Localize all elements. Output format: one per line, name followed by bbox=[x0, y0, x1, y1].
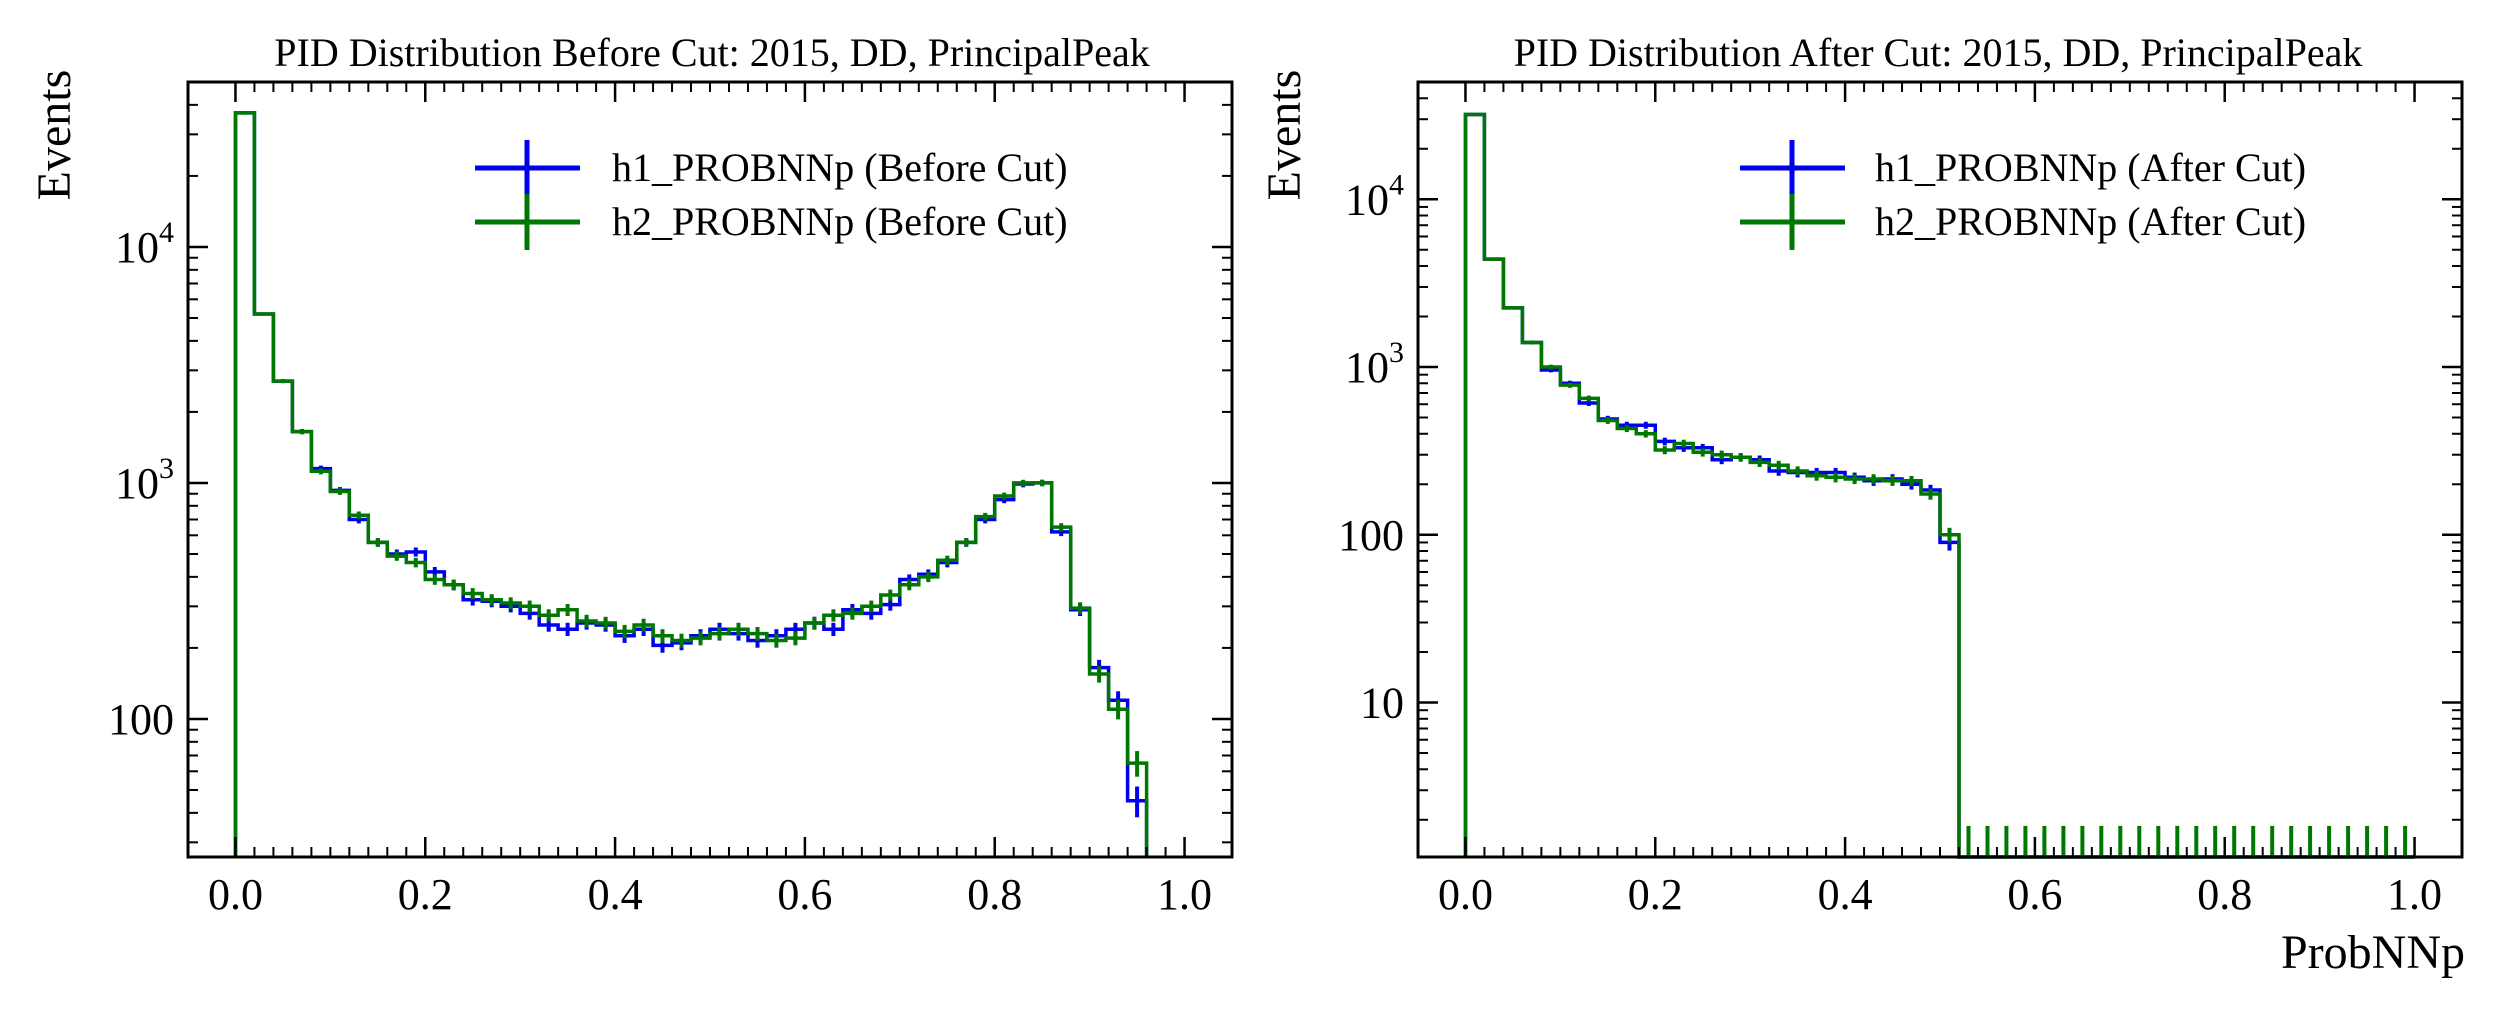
left-axis-ticks: 0.0 0.2 0.4 0.6 0.8 1.0 100 103 104 bbox=[108, 81, 1232, 919]
left-xtick-label-4: 0.8 bbox=[967, 870, 1022, 919]
left-ytick-label-2: 104 bbox=[115, 216, 174, 272]
right-xtick-label-4: 0.8 bbox=[2197, 870, 2252, 919]
right-x-axis-label: ProbNNp bbox=[2281, 926, 2465, 979]
right-legend-h1-label: h1_PROBNNp (After Cut) bbox=[1875, 145, 2306, 190]
left-ytick-label-0: 100 bbox=[108, 695, 174, 744]
right-y-axis-label: Events bbox=[1258, 70, 1311, 201]
right-xtick-label-1: 0.2 bbox=[1628, 870, 1683, 919]
left-xtick-label-5: 1.0 bbox=[1157, 870, 1212, 919]
left-y-axis-label: Events bbox=[28, 70, 81, 201]
left-legend-entry-h2: h2_PROBNNp (Before Cut) bbox=[475, 194, 1068, 250]
right-xtick-label-3: 0.6 bbox=[2007, 870, 2062, 919]
left-xtick-label-2: 0.4 bbox=[588, 870, 643, 919]
right-xtick-label-2: 0.4 bbox=[1818, 870, 1873, 919]
left-chart-title: PID Distribution Before Cut: 2015, DD, P… bbox=[274, 30, 1149, 75]
right-ytick-label-3: 104 bbox=[1345, 168, 1404, 224]
left-series-2-step bbox=[233, 111, 1149, 857]
right-ytick-label-2: 103 bbox=[1345, 336, 1404, 392]
left-series-layer bbox=[233, 111, 1149, 857]
right-plot-frame bbox=[1416, 80, 2464, 859]
right-ytick-label-1: 100 bbox=[1338, 511, 1404, 560]
right-axis-ticks: 0.0 0.2 0.4 0.6 0.8 1.0 10 100 103 104 bbox=[1338, 81, 2462, 919]
left-chart-panel: PID Distribution Before Cut: 2015, DD, P… bbox=[28, 30, 1234, 919]
right-legend-entry-h2: h2_PROBNNp (After Cut) bbox=[1740, 194, 2306, 250]
left-xtick-label-0: 0.0 bbox=[208, 870, 263, 919]
left-legend-entry-h1: h1_PROBNNp (Before Cut) bbox=[475, 140, 1068, 196]
right-legend: h1_PROBNNp (After Cut) h2_PROBNNp (After… bbox=[1740, 140, 2306, 250]
left-legend: h1_PROBNNp (Before Cut) h2_PROBNNp (Befo… bbox=[475, 140, 1068, 250]
right-xtick-label-0: 0.0 bbox=[1438, 870, 1493, 919]
right-xtick-label-5: 1.0 bbox=[2387, 870, 2442, 919]
left-legend-h1-label: h1_PROBNNp (Before Cut) bbox=[612, 145, 1068, 190]
right-ytick-label-0: 10 bbox=[1360, 679, 1404, 728]
left-legend-h2-label: h2_PROBNNp (Before Cut) bbox=[612, 199, 1068, 244]
left-ytick-label-1: 103 bbox=[115, 452, 174, 508]
left-xtick-label-1: 0.2 bbox=[398, 870, 453, 919]
right-chart-panel: PID Distribution After Cut: 2015, DD, Pr… bbox=[1258, 30, 2465, 979]
left-plot-frame bbox=[186, 80, 1234, 859]
right-legend-entry-h1: h1_PROBNNp (After Cut) bbox=[1740, 140, 2306, 196]
right-chart-title: PID Distribution After Cut: 2015, DD, Pr… bbox=[1514, 30, 2363, 75]
left-xtick-label-3: 0.6 bbox=[777, 870, 832, 919]
right-legend-h2-label: h2_PROBNNp (After Cut) bbox=[1875, 199, 2306, 244]
